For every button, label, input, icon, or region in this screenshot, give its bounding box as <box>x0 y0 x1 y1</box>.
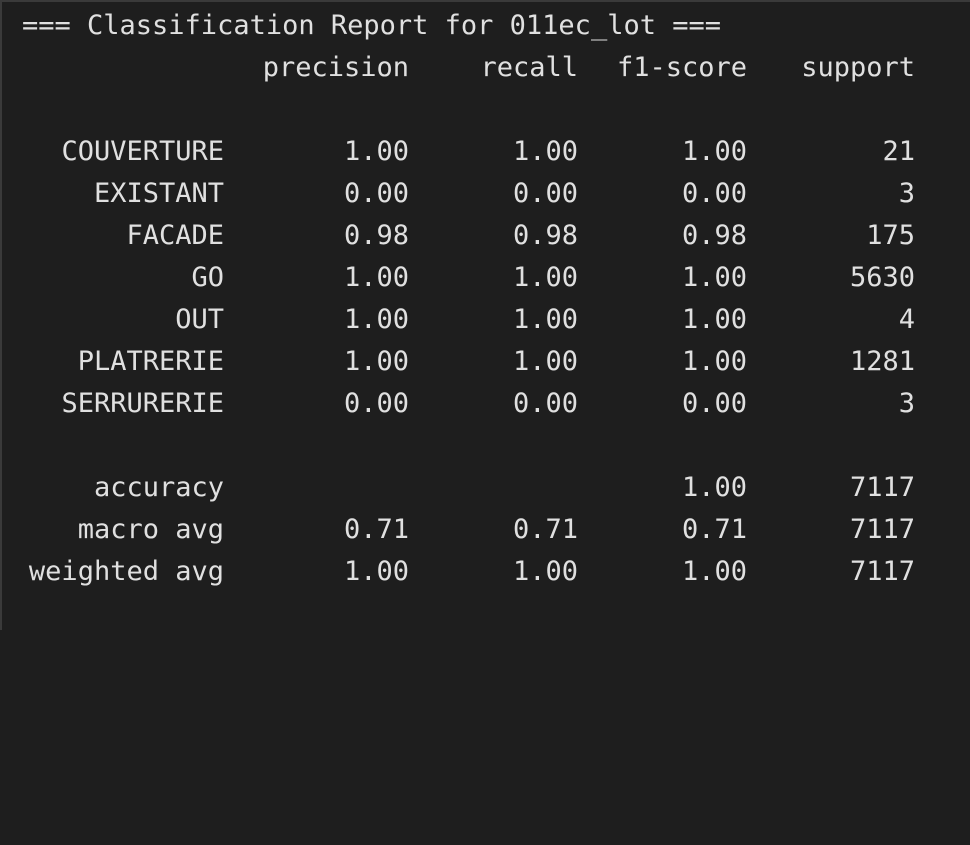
row-support: 5630 <box>849 262 915 293</box>
row-f1: 1.00 <box>681 304 747 335</box>
summary-row-weighted-avg: weighted avg 1.00 1.00 1.00 7117 <box>2 551 970 593</box>
row-label: EXISTANT <box>93 178 224 209</box>
header-recall: recall <box>480 52 578 83</box>
row-label: GO <box>191 262 224 293</box>
table-row: GO 1.00 1.00 1.00 5630 <box>2 257 970 299</box>
row-label: weighted avg <box>28 556 224 587</box>
row-support: 21 <box>882 136 915 167</box>
row-recall: 0.00 <box>512 178 578 209</box>
row-f1: 1.00 <box>681 346 747 377</box>
row-recall: 1.00 <box>512 556 578 587</box>
row-recall: 1.00 <box>512 346 578 377</box>
row-label: PLATRERIE <box>77 346 224 377</box>
row-precision: 1.00 <box>343 262 409 293</box>
header-f1-score: f1-score <box>616 52 747 83</box>
row-f1: 1.00 <box>681 556 747 587</box>
header-support: support <box>801 52 915 83</box>
table-row: OUT 1.00 1.00 1.00 4 <box>2 299 970 341</box>
row-precision: 1.00 <box>343 556 409 587</box>
report-title: === Classification Report for 011ec_lot … <box>22 10 721 41</box>
summary-row-macro-avg: macro avg 0.71 0.71 0.71 7117 <box>2 509 970 551</box>
row-precision: 0.98 <box>343 220 409 251</box>
summary-row-accuracy: accuracy 1.00 7117 <box>2 467 970 509</box>
row-label: COUVERTURE <box>61 136 224 167</box>
row-support: 7117 <box>849 514 915 545</box>
table-row: FACADE 0.98 0.98 0.98 175 <box>2 215 970 257</box>
header-precision: precision <box>262 52 409 83</box>
row-label: SERRURERIE <box>61 388 224 419</box>
row-f1: 1.00 <box>681 262 747 293</box>
row-label: OUT <box>175 304 224 335</box>
row-precision: 1.00 <box>343 136 409 167</box>
row-recall: 0.98 <box>512 220 578 251</box>
row-precision: 1.00 <box>343 304 409 335</box>
row-support: 1281 <box>849 346 915 377</box>
row-f1: 1.00 <box>681 136 747 167</box>
row-support: 4 <box>898 304 915 335</box>
row-precision: 0.00 <box>343 388 409 419</box>
table-row: PLATRERIE 1.00 1.00 1.00 1281 <box>2 341 970 383</box>
row-label: macro avg <box>77 514 224 545</box>
row-support: 7117 <box>849 472 915 503</box>
row-support: 3 <box>898 388 915 419</box>
row-precision: 0.00 <box>343 178 409 209</box>
row-recall: 0.71 <box>512 514 578 545</box>
row-support: 175 <box>866 220 915 251</box>
row-precision: 0.71 <box>343 514 409 545</box>
row-f1: 0.00 <box>681 178 747 209</box>
table-row: COUVERTURE 1.00 1.00 1.00 21 <box>2 131 970 173</box>
row-support: 3 <box>898 178 915 209</box>
row-precision: 1.00 <box>343 346 409 377</box>
row-f1: 1.00 <box>681 472 747 503</box>
row-label: accuracy <box>93 472 224 503</box>
header-row: precision recall f1-score support <box>2 47 970 89</box>
table-row: SERRURERIE 0.00 0.00 0.00 3 <box>2 383 970 425</box>
row-f1: 0.98 <box>681 220 747 251</box>
row-recall: 1.00 <box>512 304 578 335</box>
row-recall: 0.00 <box>512 388 578 419</box>
table-row: EXISTANT 0.00 0.00 0.00 3 <box>2 173 970 215</box>
terminal-output: === Classification Report for 011ec_lot … <box>0 0 970 630</box>
row-recall: 1.00 <box>512 136 578 167</box>
row-label: FACADE <box>126 220 224 251</box>
row-recall: 1.00 <box>512 262 578 293</box>
row-f1: 0.00 <box>681 388 747 419</box>
row-f1: 0.71 <box>681 514 747 545</box>
row-support: 7117 <box>849 556 915 587</box>
